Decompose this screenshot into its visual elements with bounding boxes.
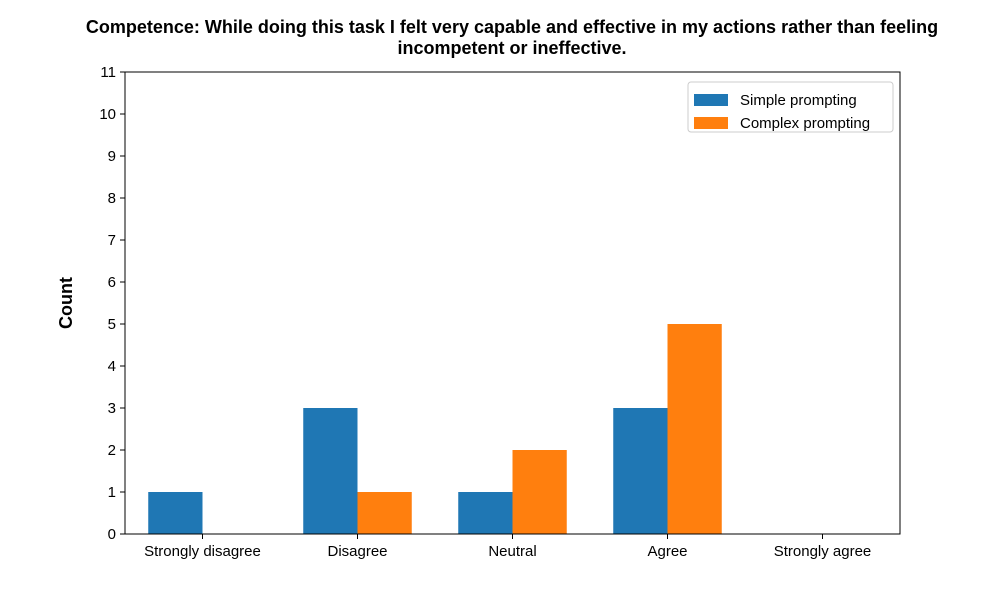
y-tick-label: 9 bbox=[108, 148, 116, 165]
legend-label: Complex prompting bbox=[740, 115, 870, 132]
bars bbox=[148, 324, 722, 534]
legend-swatch bbox=[694, 94, 728, 106]
bar-simple-neutral bbox=[458, 492, 513, 534]
bar-complex-disagree bbox=[357, 492, 412, 534]
y-tick-label: 8 bbox=[108, 190, 116, 207]
y-tick-label: 4 bbox=[108, 358, 116, 375]
x-tick-label: Strongly disagree bbox=[144, 543, 261, 560]
bar-simple-disagree bbox=[303, 408, 358, 534]
bar-simple-strongly-disagree bbox=[148, 492, 203, 534]
x-tick-label: Neutral bbox=[488, 543, 536, 560]
y-tick-label: 7 bbox=[108, 232, 116, 249]
bar-complex-agree bbox=[667, 324, 722, 534]
x-tick-label: Agree bbox=[647, 543, 687, 560]
x-tick-label: Strongly agree bbox=[774, 543, 872, 560]
chart-title: Competence: While doing this task I felt… bbox=[86, 17, 938, 58]
y-tick-label: 2 bbox=[108, 442, 116, 459]
y-axis-label: Count bbox=[56, 277, 76, 329]
legend-label: Simple prompting bbox=[740, 92, 857, 109]
chart-title-line-1: Competence: While doing this task I felt… bbox=[86, 17, 938, 37]
legend-box bbox=[687, 81, 894, 133]
y-tick-label: 3 bbox=[108, 400, 116, 417]
y-tick-label: 6 bbox=[108, 274, 116, 291]
legend: Simple prompting Complex prompting bbox=[687, 81, 894, 133]
y-tick-label: 10 bbox=[99, 106, 116, 123]
bar-complex-neutral bbox=[512, 450, 567, 534]
x-axis: Strongly disagree Disagree Neutral Agree Str… bbox=[144, 534, 871, 560]
legend-swatch bbox=[694, 117, 728, 129]
bar-simple-agree bbox=[613, 408, 668, 534]
y-tick-label: 1 bbox=[108, 484, 116, 501]
x-tick-label: Disagree bbox=[327, 543, 387, 560]
y-tick-label: 0 bbox=[108, 526, 116, 543]
chart-title-line-2: incompetent or ineffective. bbox=[397, 38, 626, 58]
y-tick-label: 5 bbox=[108, 316, 116, 333]
y-tick-label: 11 bbox=[100, 64, 116, 81]
y-axis: 0 1 2 3 4 5 6 7 8 9 10 11 bbox=[99, 64, 125, 543]
